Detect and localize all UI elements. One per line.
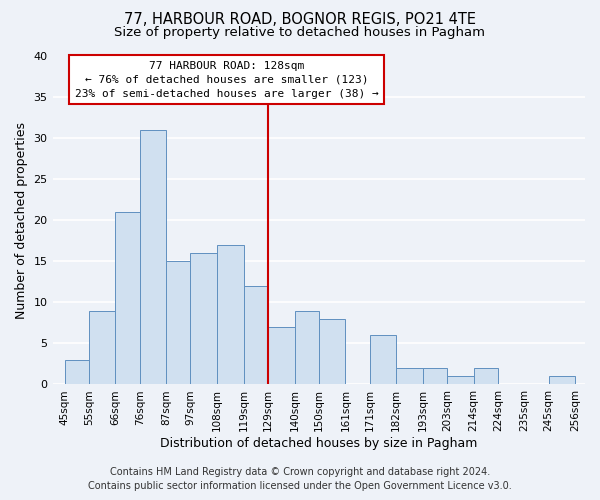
- Bar: [473, 368, 498, 384]
- Bar: [447, 376, 473, 384]
- Bar: [217, 245, 244, 384]
- Bar: [244, 286, 268, 384]
- Text: Size of property relative to detached houses in Pagham: Size of property relative to detached ho…: [115, 26, 485, 39]
- Bar: [268, 327, 295, 384]
- Bar: [295, 310, 319, 384]
- Bar: [319, 319, 346, 384]
- Y-axis label: Number of detached properties: Number of detached properties: [15, 122, 28, 319]
- Bar: [190, 254, 217, 384]
- Bar: [115, 212, 140, 384]
- Text: Contains HM Land Registry data © Crown copyright and database right 2024.
Contai: Contains HM Land Registry data © Crown c…: [88, 467, 512, 491]
- Text: 77, HARBOUR ROAD, BOGNOR REGIS, PO21 4TE: 77, HARBOUR ROAD, BOGNOR REGIS, PO21 4TE: [124, 12, 476, 28]
- Text: 77 HARBOUR ROAD: 128sqm
← 76% of detached houses are smaller (123)
23% of semi-d: 77 HARBOUR ROAD: 128sqm ← 76% of detache…: [75, 60, 379, 98]
- Bar: [396, 368, 423, 384]
- Bar: [370, 336, 396, 384]
- Bar: [548, 376, 575, 384]
- Bar: [89, 310, 115, 384]
- Bar: [166, 262, 190, 384]
- Bar: [65, 360, 89, 384]
- X-axis label: Distribution of detached houses by size in Pagham: Distribution of detached houses by size …: [160, 437, 478, 450]
- Bar: [423, 368, 447, 384]
- Bar: [140, 130, 166, 384]
